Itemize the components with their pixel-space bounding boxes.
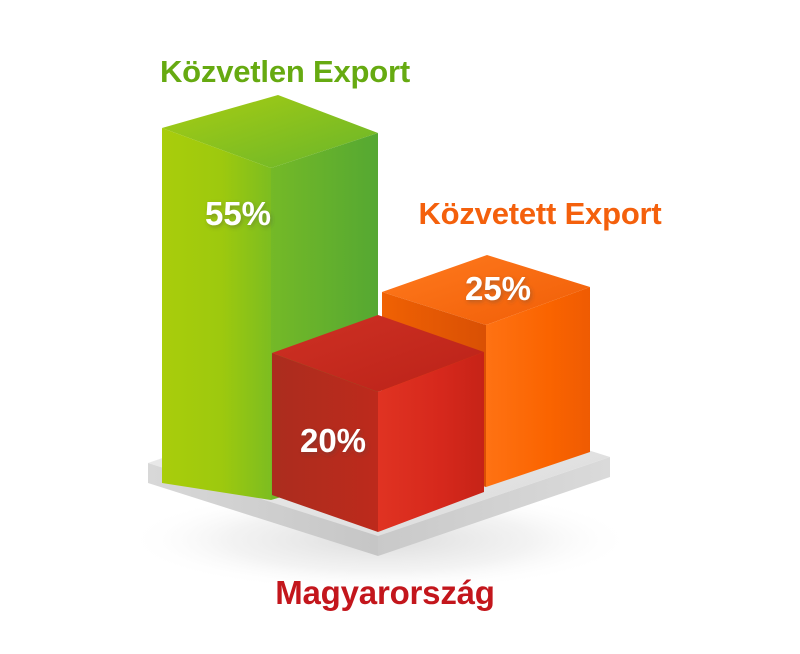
green-bar-value-label: 55% <box>205 195 271 232</box>
red-bar-front-face <box>378 352 484 532</box>
green-bar-front-face <box>162 128 271 500</box>
orange-series-title: Közvetett Export <box>418 196 661 231</box>
orange-bar-value-label: 25% <box>465 270 531 307</box>
category-axis-label: Magyarország <box>275 574 495 611</box>
green-series-title: Közvetlen Export <box>160 54 410 89</box>
orange-bar-front-face <box>486 287 590 487</box>
red-bar-value-label: 20% <box>300 422 366 459</box>
orange-bar-top-face <box>382 255 590 325</box>
red-bar-left-face <box>272 353 378 532</box>
green-bar-top-face <box>162 95 378 168</box>
red-bar-top-face <box>272 315 484 392</box>
bar-red-belfold[interactable] <box>272 315 484 532</box>
platform-right-face <box>378 457 610 556</box>
